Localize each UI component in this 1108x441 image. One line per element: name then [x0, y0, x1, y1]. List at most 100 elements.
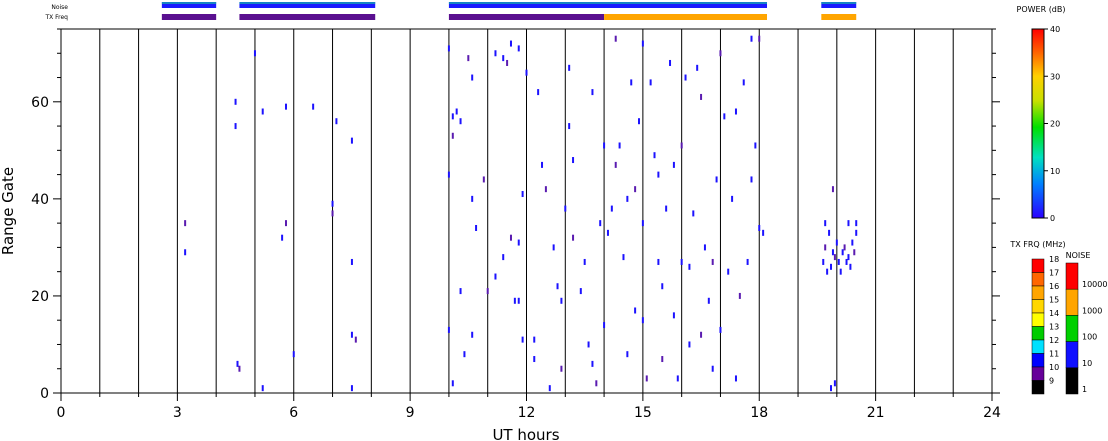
noise-cell	[1065, 288, 1079, 316]
data-point	[447, 171, 450, 178]
txfreq-cell	[1031, 326, 1045, 341]
data-point	[855, 220, 858, 227]
txfreq-tick-label: 16	[1049, 282, 1059, 291]
data-point	[851, 239, 854, 246]
data-point	[502, 254, 505, 261]
noise-tick-label: 10	[1082, 359, 1092, 368]
data-point	[234, 123, 237, 130]
data-point	[544, 186, 547, 193]
data-point	[641, 220, 644, 227]
data-point	[738, 292, 741, 299]
txfreq-cell	[1031, 299, 1045, 314]
data-point	[762, 229, 765, 236]
data-point	[335, 118, 338, 125]
data-point	[669, 59, 672, 66]
txfreq-tick-label: 9	[1049, 377, 1054, 386]
txfreq-tick-label: 11	[1049, 350, 1059, 359]
data-point	[641, 317, 644, 324]
data-point	[626, 195, 629, 202]
noise-segment	[448, 2, 768, 8]
data-point	[261, 385, 264, 392]
data-point	[548, 385, 551, 392]
txfreq-cell	[1031, 258, 1045, 273]
data-point	[657, 171, 660, 178]
data-point	[513, 297, 516, 304]
data-point	[711, 365, 714, 372]
data-point	[845, 258, 848, 265]
txfreq-bar: TX Freq	[44, 14, 857, 21]
data-point	[447, 326, 450, 333]
x-tick-label: 9	[406, 405, 415, 421]
data-point	[525, 69, 528, 76]
noise-segment-edge	[161, 2, 217, 4]
data-point	[746, 258, 749, 265]
noise-cell	[1065, 315, 1079, 342]
noise-colorbar: NOISE 10000 1000 100 10 1	[1065, 251, 1107, 395]
data-point	[719, 326, 722, 333]
data-point	[284, 220, 287, 227]
data-point	[626, 351, 629, 358]
x-tick-label: 3	[173, 405, 182, 421]
noise-tick-label: 1000	[1082, 306, 1102, 315]
data-point	[676, 375, 679, 382]
txfreq-tick-label: 13	[1049, 323, 1059, 332]
noise-bar-label: Noise	[51, 4, 68, 11]
data-point	[261, 108, 264, 115]
noise-tick-label: 100	[1082, 333, 1097, 342]
data-point	[463, 351, 466, 358]
noise-segment-edge	[239, 2, 376, 4]
txfreq-tick-label: 17	[1049, 269, 1059, 278]
data-point	[665, 205, 668, 212]
data-point	[587, 341, 590, 348]
txfreq-segment	[161, 14, 217, 20]
noise-tick-label: 1	[1082, 385, 1087, 394]
noise-segment	[239, 2, 376, 8]
plot-area: 0 3 6 9 12 15 18 21 24 0 20 40 60	[31, 28, 1001, 421]
data-point	[234, 98, 237, 105]
data-point	[839, 268, 842, 275]
power-tick-label: 0	[1050, 214, 1055, 223]
txfreq-cell	[1031, 339, 1045, 354]
data-point	[350, 137, 353, 144]
y-tick-label: 60	[31, 95, 49, 111]
noise-segment-edge	[821, 2, 857, 4]
data-point	[703, 244, 706, 251]
power-colorbar: POWER (dB) 40 30 20 10 0	[1017, 5, 1066, 223]
data-point	[750, 35, 753, 42]
txfreq-colorbar: TX FRQ (MHz) 18 17 16 15 14 13 12 11 10 9	[1009, 240, 1066, 395]
power-colorbar-title: POWER (dB)	[1017, 5, 1066, 14]
data-point	[517, 239, 520, 246]
data-point	[688, 263, 691, 270]
data-point	[688, 341, 691, 348]
data-point	[603, 142, 606, 149]
data-point	[758, 224, 761, 231]
data-point	[826, 268, 829, 275]
data-point	[645, 375, 648, 382]
data-point	[236, 360, 239, 367]
txfreq-tick-label: 14	[1049, 309, 1059, 318]
data-point	[560, 365, 563, 372]
data-point	[494, 50, 497, 57]
data-point	[350, 258, 353, 265]
noise-segment	[161, 2, 217, 8]
power-tick-label: 10	[1050, 167, 1060, 176]
data-point	[649, 79, 652, 86]
data-point	[312, 103, 315, 110]
data-point	[684, 74, 687, 81]
data-point	[447, 45, 450, 52]
power-tick-label: 40	[1050, 25, 1060, 34]
data-point	[253, 50, 256, 57]
data-point	[855, 229, 858, 236]
power-tick-label: 30	[1050, 72, 1060, 81]
power-gradient	[1031, 28, 1045, 219]
data-point	[556, 283, 559, 290]
data-point	[618, 142, 621, 149]
data-point	[238, 365, 241, 372]
data-point	[606, 229, 609, 236]
data-point	[568, 64, 571, 71]
data-point	[830, 385, 833, 392]
data-point	[517, 45, 520, 52]
data-point	[471, 195, 474, 202]
data-point	[758, 35, 761, 42]
